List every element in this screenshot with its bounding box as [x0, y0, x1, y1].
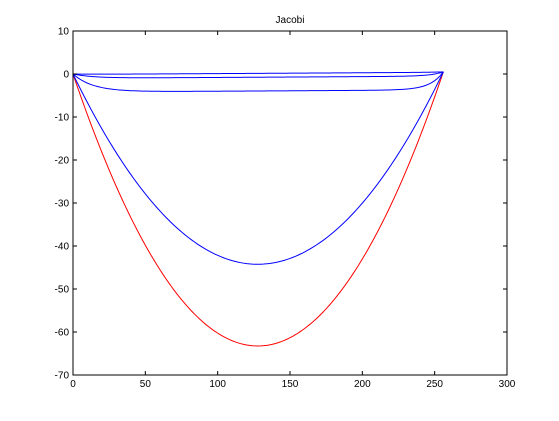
plot-frame [73, 31, 507, 375]
series-line-1 [73, 72, 443, 346]
x-tick-label: 0 [70, 379, 76, 390]
y-tick-label: -10 [55, 113, 70, 124]
x-tick-label: 100 [209, 379, 226, 390]
x-tick-label: 150 [282, 379, 299, 390]
x-tick-label: 200 [354, 379, 371, 390]
y-tick-label: -30 [55, 199, 70, 210]
y-tick-label: -60 [55, 328, 70, 339]
y-tick-label: -20 [55, 156, 70, 167]
chart-title: Jacobi [276, 15, 305, 26]
y-tick-label: 0 [63, 70, 69, 81]
y-tick-label: -70 [55, 371, 70, 382]
y-tick-label: 10 [58, 27, 70, 38]
y-tick-label: -50 [55, 285, 70, 296]
series-line-2 [73, 72, 443, 264]
series-layer [73, 72, 443, 346]
series-line-3 [73, 72, 443, 92]
x-tick-label: 300 [499, 379, 516, 390]
y-tick-label: -40 [55, 242, 70, 253]
series-line-5 [73, 72, 443, 74]
x-tick-label: 50 [140, 379, 152, 390]
x-tick-label: 250 [426, 379, 443, 390]
